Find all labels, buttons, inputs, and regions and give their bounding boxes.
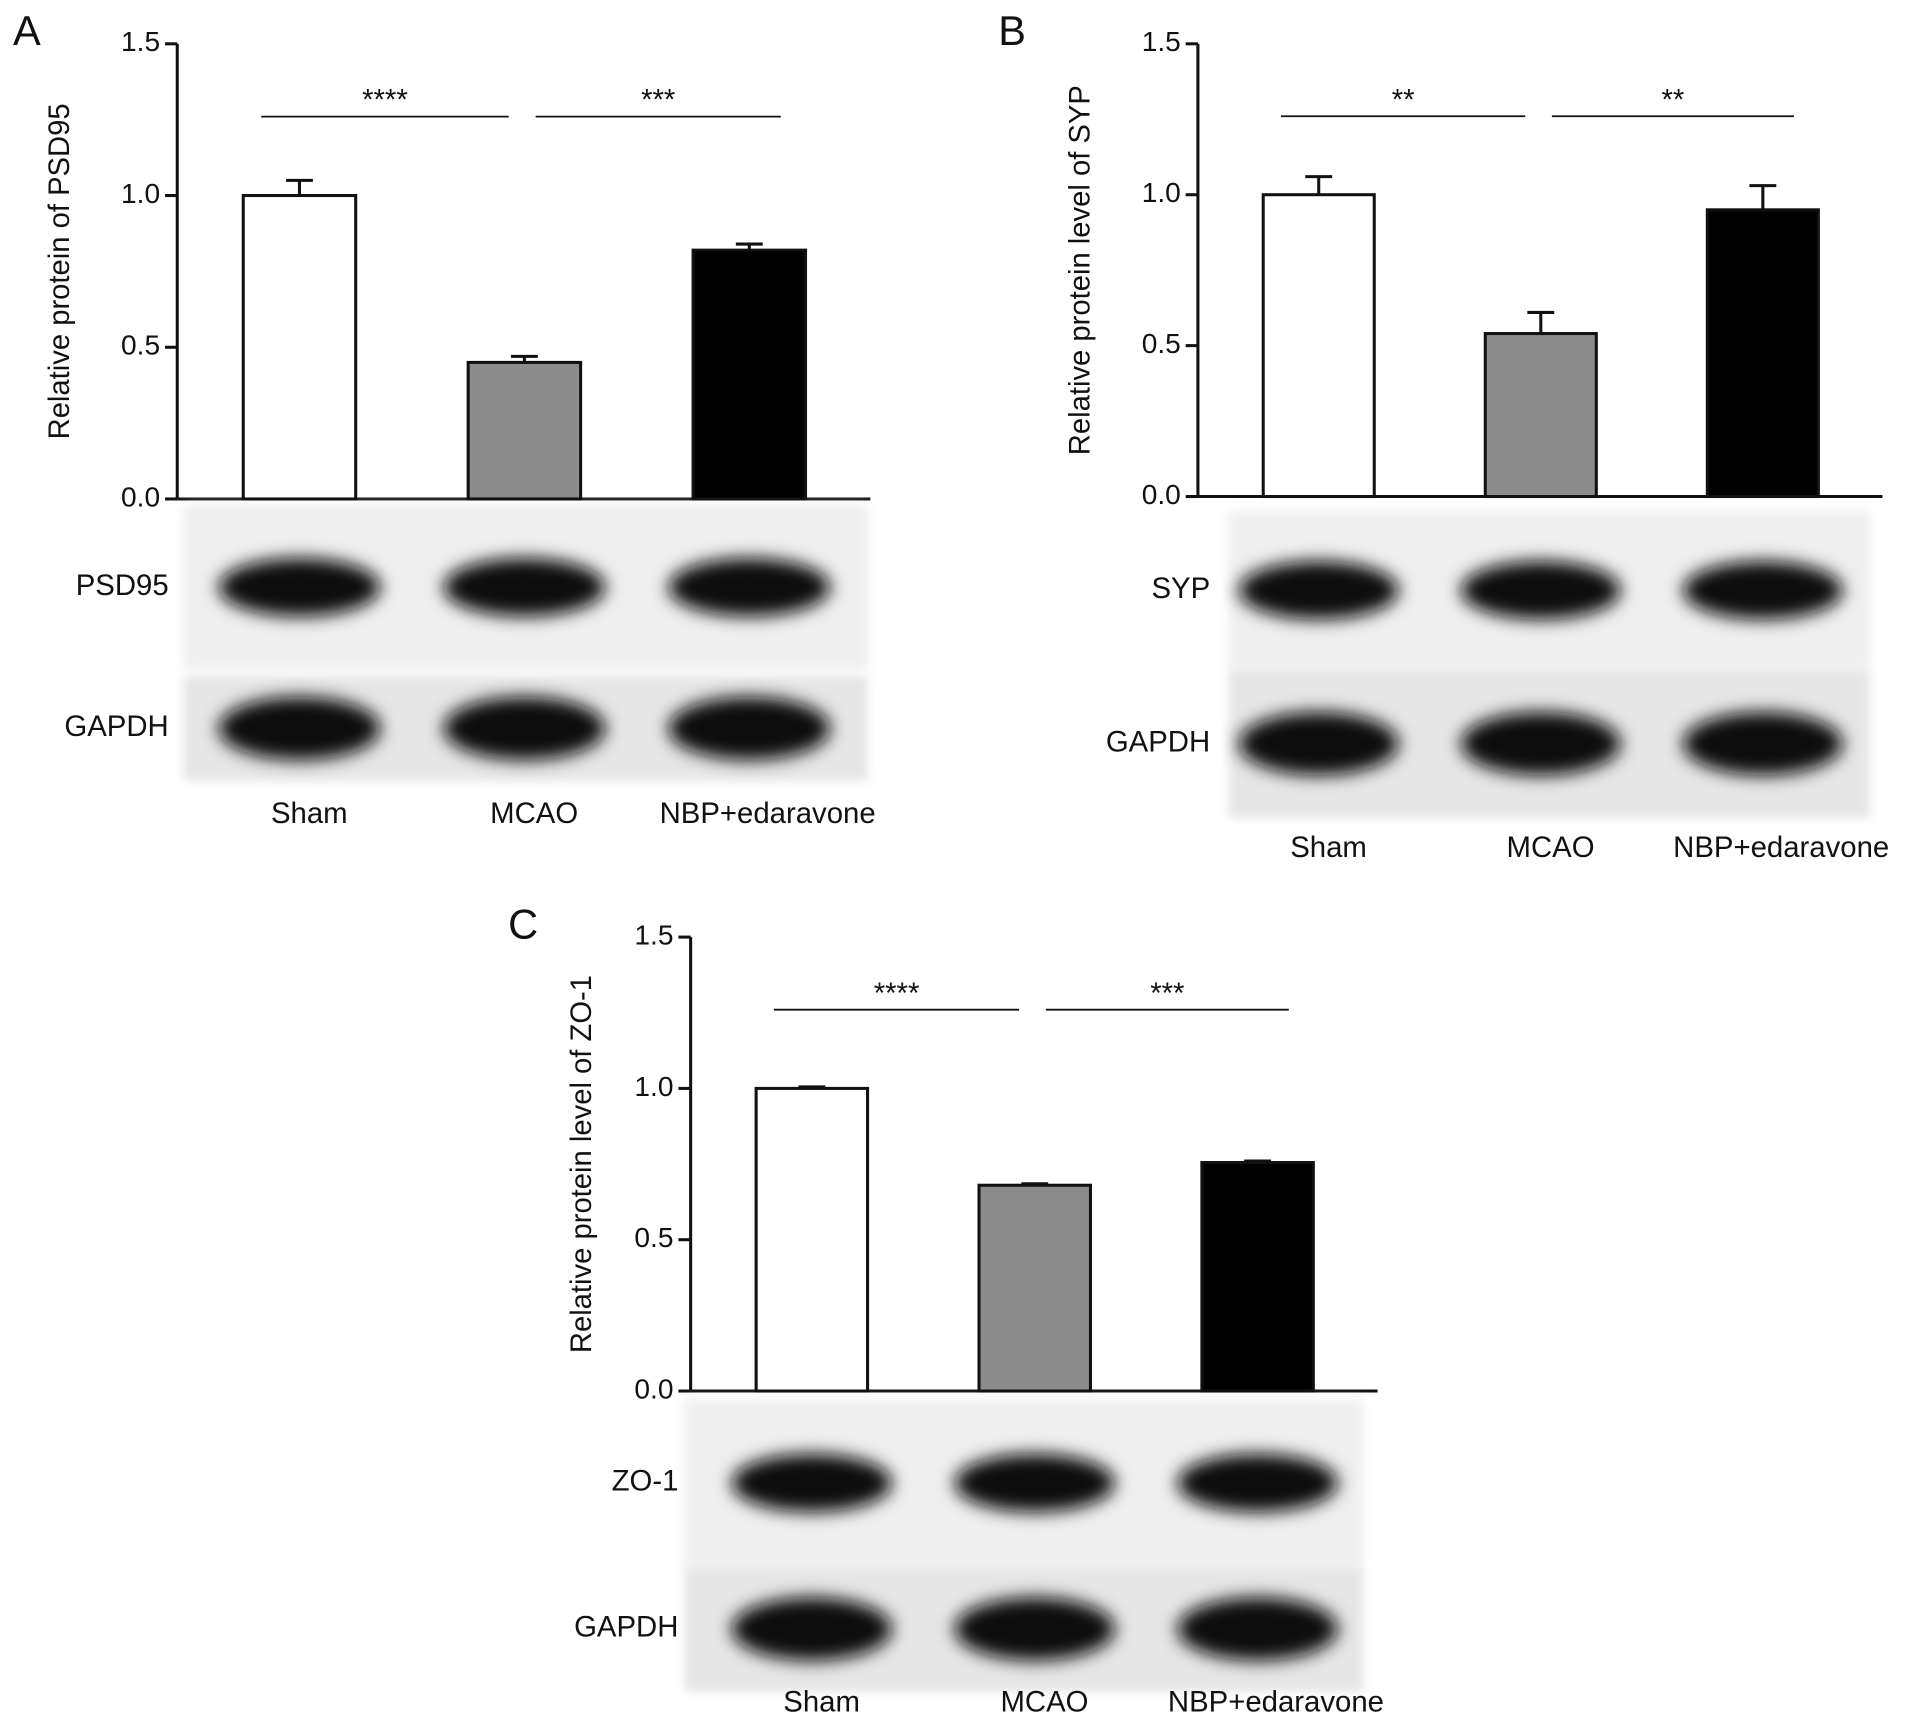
blot-band xyxy=(1460,711,1621,776)
blot-band xyxy=(218,557,381,617)
bar xyxy=(1261,193,1376,499)
significance-label: ** xyxy=(1662,84,1685,116)
blot-band xyxy=(954,1453,1115,1513)
blot-band xyxy=(1238,561,1399,620)
x-tick-label: MCAO xyxy=(1507,832,1595,864)
y-tick-label: 1.0 xyxy=(1142,177,1181,208)
bar xyxy=(1200,1161,1315,1393)
blot-label: ZO-1 xyxy=(612,1466,679,1498)
panel-letter: B xyxy=(998,7,1026,54)
x-tick-label: Sham xyxy=(271,798,348,830)
bar xyxy=(754,1086,870,1393)
panel-letter: A xyxy=(13,7,41,54)
blot-band xyxy=(954,1597,1115,1661)
significance-label: **** xyxy=(874,978,920,1010)
x-tick-label: Sham xyxy=(783,1687,860,1719)
y-tick-label: 1.5 xyxy=(1142,26,1181,57)
x-tick-label: Sham xyxy=(1290,832,1367,864)
bar xyxy=(241,194,358,501)
significance-label: *** xyxy=(641,85,675,117)
y-axis-label: Relative protein level of SYP xyxy=(1064,85,1096,455)
x-tick-label: NBP+edaravone xyxy=(660,798,876,830)
y-tick-label: 0.5 xyxy=(634,1222,673,1253)
blot-band xyxy=(1682,561,1843,620)
blot-band xyxy=(1177,1453,1338,1513)
blot-band xyxy=(1177,1597,1338,1661)
bar xyxy=(466,360,583,501)
blot-band xyxy=(218,696,381,761)
y-axis-label: Relative protein level of ZO-1 xyxy=(566,975,598,1353)
blot-label: GAPDH xyxy=(1106,726,1210,758)
panel-letter: C xyxy=(508,900,538,947)
blot-label: SYP xyxy=(1151,573,1210,605)
y-tick-label: 0.5 xyxy=(1142,328,1181,359)
blot-band xyxy=(1682,711,1843,776)
blot-band xyxy=(668,557,831,617)
blot-band xyxy=(731,1453,893,1513)
y-tick-label: 1.5 xyxy=(121,26,160,57)
blot-label: GAPDH xyxy=(574,1612,678,1644)
blot-band xyxy=(443,696,606,761)
y-axis-label: Relative protein of PSD95 xyxy=(44,103,76,439)
blot-label: PSD95 xyxy=(76,570,169,602)
significance-label: **** xyxy=(362,85,408,117)
x-tick-label: NBP+edaravone xyxy=(1673,832,1889,864)
y-tick-label: 0.0 xyxy=(634,1373,673,1404)
bar xyxy=(1483,332,1598,499)
y-tick-label: 0.0 xyxy=(121,481,160,512)
blot-band xyxy=(1460,561,1621,620)
significance-label: ** xyxy=(1392,84,1415,116)
x-tick-label: MCAO xyxy=(490,798,578,830)
y-tick-label: 1.0 xyxy=(121,178,160,209)
blot-label: GAPDH xyxy=(64,711,168,743)
bar xyxy=(1705,208,1820,499)
significance-label: *** xyxy=(1150,978,1184,1010)
x-tick-label: MCAO xyxy=(1001,1687,1089,1719)
y-tick-label: 0.5 xyxy=(121,330,160,361)
bar xyxy=(977,1183,1092,1393)
blot-band xyxy=(731,1597,893,1661)
bar xyxy=(691,248,808,501)
y-tick-label: 1.0 xyxy=(634,1071,673,1102)
y-tick-label: 1.5 xyxy=(634,920,673,951)
blot-band xyxy=(1238,711,1399,776)
blot-band xyxy=(443,557,606,617)
x-tick-label: NBP+edaravone xyxy=(1168,1687,1384,1719)
blot-band xyxy=(668,696,831,761)
y-tick-label: 0.0 xyxy=(1142,479,1181,510)
